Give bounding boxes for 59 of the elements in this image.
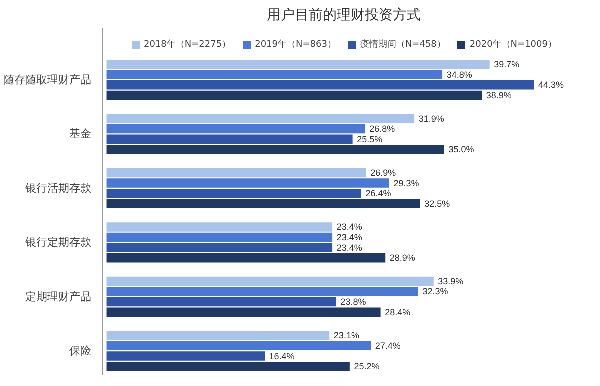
bar xyxy=(106,168,366,178)
bar xyxy=(106,178,390,188)
data-label: 39.7% xyxy=(494,60,520,70)
bar xyxy=(106,222,333,232)
bar xyxy=(106,145,444,154)
bar xyxy=(106,60,490,70)
bar xyxy=(106,232,333,242)
bar xyxy=(106,352,266,361)
legend-label: 2018年（N=2275） xyxy=(144,38,232,51)
data-label: 32.5% xyxy=(424,198,450,209)
bar xyxy=(106,243,333,252)
data-label: 31.9% xyxy=(418,114,444,124)
bar xyxy=(106,80,534,90)
data-label: 23.4% xyxy=(336,222,362,232)
y-tick-label: 银行活期存款 xyxy=(24,182,92,195)
data-label: 25.2% xyxy=(354,362,380,372)
chart-title: 用户目前的理财投资方式 xyxy=(267,8,421,24)
bar xyxy=(106,134,353,144)
bar xyxy=(106,331,330,340)
legend-label: 疫情期间（N=458） xyxy=(360,38,446,51)
data-label: 32.3% xyxy=(422,286,448,297)
bar xyxy=(106,276,434,286)
data-label: 29.3% xyxy=(394,178,420,188)
data-label: 34.8% xyxy=(446,70,472,80)
data-label: 23.8% xyxy=(340,297,366,308)
data-label: 28.9% xyxy=(390,253,416,264)
bar xyxy=(106,90,482,100)
bar xyxy=(106,341,372,351)
bar xyxy=(106,362,350,372)
bar xyxy=(106,199,420,209)
data-label: 26.4% xyxy=(366,188,392,199)
y-tick-label: 随存随取理财产品 xyxy=(4,74,92,87)
bar xyxy=(106,124,366,134)
bar xyxy=(106,297,336,307)
data-label: 44.3% xyxy=(538,80,564,90)
data-label: 23.4% xyxy=(336,232,362,243)
y-tick-label: 银行定期存款 xyxy=(24,236,92,250)
data-label: 23.4% xyxy=(336,242,362,253)
legend-label: 2019年（N=863） xyxy=(255,38,336,51)
data-label: 33.9% xyxy=(438,276,464,286)
legend-label: 2020年（N=1009） xyxy=(470,38,557,51)
bar xyxy=(106,308,381,317)
y-tick-label: 基金 xyxy=(70,128,92,141)
data-label: 27.4% xyxy=(375,340,401,351)
bar xyxy=(106,114,415,124)
bar xyxy=(106,287,418,296)
data-label: 35.0% xyxy=(448,144,474,155)
bar xyxy=(106,254,386,263)
data-label: 23.1% xyxy=(334,330,360,341)
data-label: 25.5% xyxy=(357,134,383,144)
data-label: 16.4% xyxy=(269,351,295,362)
bar xyxy=(106,188,362,198)
y-tick-label: 定期理财产品 xyxy=(26,290,92,304)
data-label: 26.9% xyxy=(370,168,396,178)
data-label: 26.8% xyxy=(370,124,396,134)
y-tick-label: 保险 xyxy=(70,344,92,358)
data-label: 38.9% xyxy=(486,90,512,100)
data-label: 28.4% xyxy=(385,307,411,318)
bar xyxy=(106,70,443,80)
